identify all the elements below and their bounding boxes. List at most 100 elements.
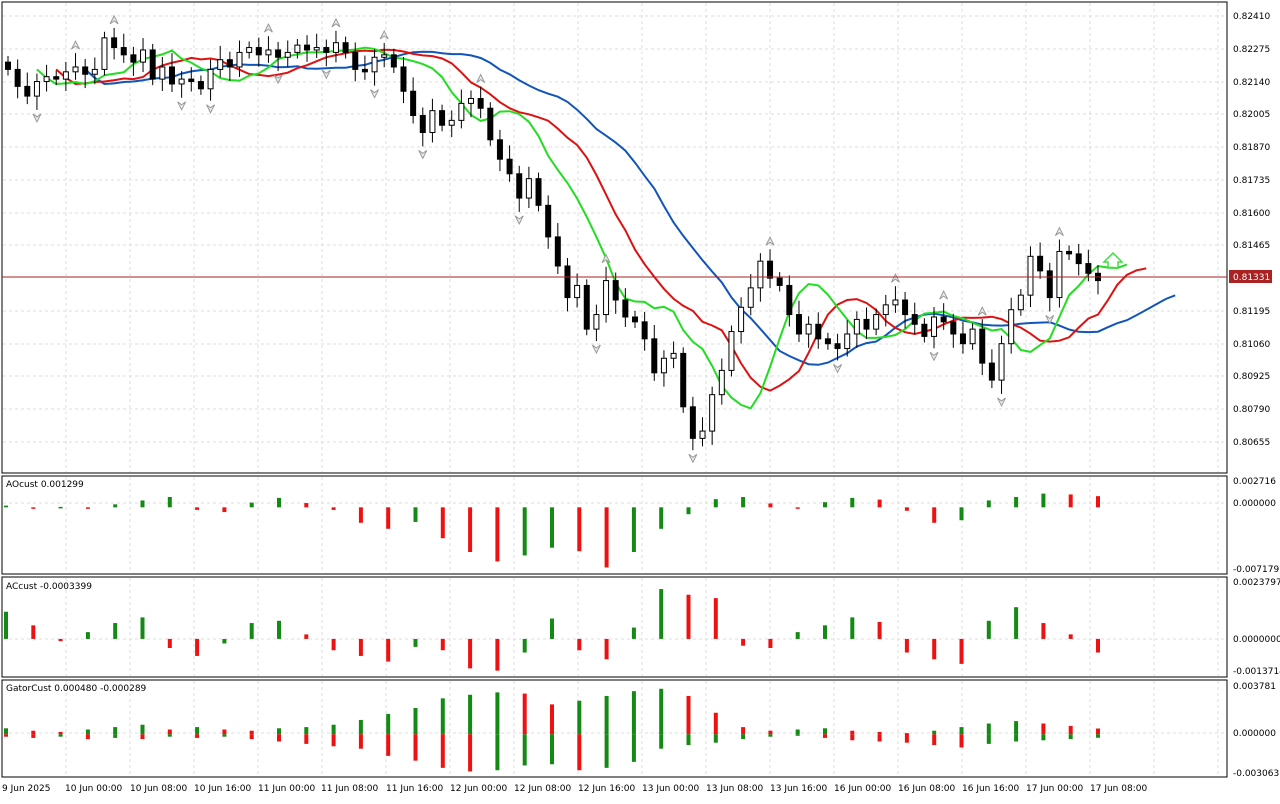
bear-candle — [921, 323, 928, 337]
fractal-down-icon — [32, 113, 42, 124]
ac-indicator-panel[interactable]: ACcust -0.0003399 0.0023797 0.0000000 -0… — [1, 576, 1280, 678]
ac-bar — [686, 594, 691, 639]
fractal-down-icon — [1045, 315, 1055, 325]
main-price-panel[interactable] — [1, 1, 1228, 474]
gator-lower-bar — [1068, 734, 1073, 740]
ao-bar — [1068, 494, 1073, 508]
ao-bar — [495, 507, 500, 562]
ao-bar — [58, 506, 63, 509]
bull-candle — [72, 66, 79, 73]
ac-bar — [31, 625, 36, 639]
ao-bar — [631, 507, 636, 552]
ao-bar — [113, 504, 118, 508]
gator-upper-bar — [604, 695, 609, 735]
bull-candle — [207, 68, 214, 90]
bull-candle — [747, 287, 754, 308]
gator-upper-bar — [58, 731, 63, 735]
ac-bar — [713, 598, 718, 639]
ac-bar — [768, 638, 773, 648]
ao-bar — [31, 507, 36, 509]
ac-bar — [795, 632, 800, 639]
bull-candle — [265, 49, 272, 56]
bull-candle — [1027, 255, 1034, 296]
fractal-down-icon — [997, 397, 1006, 408]
gator-upper-bar — [823, 728, 827, 735]
current-price-tag — [1229, 270, 1272, 283]
ao-bar — [604, 507, 609, 568]
bull-candle — [718, 369, 725, 396]
gator-lower-bar — [959, 734, 964, 748]
ao-grid — [3, 477, 1226, 573]
gator-lower-bar — [986, 734, 991, 744]
moving-averages — [36, 46, 1176, 410]
gator-upper-bar — [741, 727, 746, 735]
ao-bar — [386, 507, 391, 529]
time-label: 11 Jun 16:00 — [386, 784, 443, 794]
gator-lower-bar — [304, 734, 309, 744]
ao-bar — [304, 503, 309, 508]
ac-scale-label: 0.0000000 — [1233, 635, 1280, 645]
bull-candle — [757, 260, 764, 289]
gator-upper-bar — [113, 727, 118, 735]
bear-candle — [940, 316, 947, 323]
ao-bar — [440, 507, 445, 539]
time-label: 13 Jun 00:00 — [642, 784, 699, 794]
gator-lower-bar — [195, 734, 200, 738]
bear-candle — [304, 44, 311, 51]
fast-ma-line — [36, 46, 1128, 410]
gator-indicator-panel[interactable]: GatorCust 0.000480 -0.000289 0.003781 0.… — [1, 679, 1279, 779]
ao-bar — [522, 507, 527, 556]
bear-candle — [275, 49, 282, 58]
bear-candle — [197, 81, 204, 90]
gator-upper-bar — [277, 728, 281, 735]
ao-bar — [932, 507, 937, 523]
gator-upper-bar — [659, 688, 664, 735]
bull-candle — [101, 37, 108, 70]
gator-upper-bar — [959, 727, 964, 735]
bull-candle — [371, 56, 378, 73]
fractal-down-icon — [177, 101, 187, 111]
bear-candle — [815, 323, 822, 340]
gator-upper-bar — [631, 691, 636, 735]
bear-candle — [255, 47, 262, 56]
ac-bar — [495, 638, 500, 671]
fractal-down-icon — [418, 149, 428, 160]
bull-candle — [91, 68, 98, 75]
bull-candle — [468, 98, 475, 104]
ao-indicator-panel[interactable]: AOcust 0.001299 0.002716 0.000000 -0.007… — [1, 475, 1279, 575]
bear-candle — [863, 318, 870, 330]
time-label: 16 Jun 00:00 — [834, 784, 891, 794]
gator-panel-frame — [1, 679, 1228, 778]
bear-candle — [130, 54, 137, 63]
time-label: 12 Jun 16:00 — [578, 784, 635, 794]
bear-candle — [506, 158, 513, 175]
gator-lower-bar — [277, 734, 281, 742]
bear-candle — [149, 49, 156, 80]
gator-upper-bar — [195, 727, 200, 735]
gator-lower-bar — [1014, 734, 1019, 742]
gator-histogram — [4, 688, 1100, 772]
bear-candle — [24, 85, 31, 97]
bull-candle — [217, 59, 224, 70]
ac-bar — [85, 632, 90, 639]
bear-candle — [795, 314, 802, 335]
bear-candle — [516, 173, 523, 199]
ao-bar — [904, 507, 909, 511]
bull-candle — [246, 47, 253, 53]
gator-lower-bar — [140, 734, 145, 740]
ao-bar — [741, 497, 746, 508]
ao-bar — [277, 497, 281, 508]
gator-lower-bar — [31, 734, 36, 738]
bear-candle — [680, 352, 687, 408]
ao-scale-label: -0.007179 — [1233, 565, 1279, 575]
fractal-up-icon — [263, 23, 273, 33]
fractal-up-icon — [109, 14, 119, 25]
bear-candle — [14, 68, 21, 87]
price-label: 0.82275 — [1233, 45, 1270, 55]
time-label: 11 Jun 08:00 — [321, 784, 378, 794]
ac-bar — [468, 638, 473, 669]
ao-bar — [331, 507, 336, 510]
bull-candle — [969, 328, 976, 345]
